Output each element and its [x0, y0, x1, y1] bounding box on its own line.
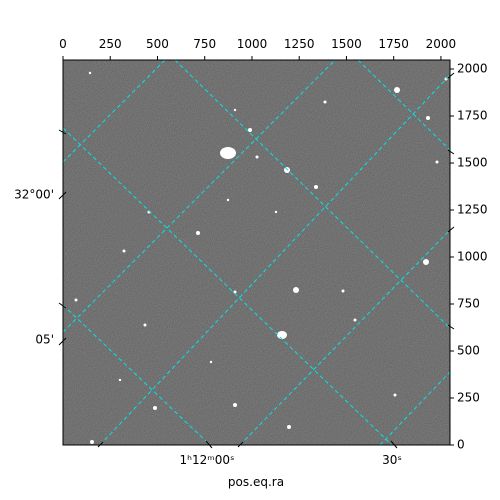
x-axis-label: pos.eq.ra	[228, 475, 284, 489]
x-tick-label: 0	[59, 37, 67, 51]
coordinate-grid	[63, 60, 450, 445]
x-tick-label: 500	[146, 37, 169, 51]
y-tick-label: 2000	[457, 62, 488, 76]
y-tick-label: 750	[457, 297, 480, 311]
wcs-ticks	[58, 72, 455, 449]
ra-label: 30ˢ	[382, 453, 402, 467]
ra-label: 1ʰ12ᵐ00ˢ	[180, 453, 235, 467]
x-tick-label: 750	[193, 37, 216, 51]
y-tick-label: 1250	[457, 203, 488, 217]
x-tick-label: 1250	[284, 37, 315, 51]
y-tick-label: 1500	[457, 156, 488, 170]
y-tick-label: 1750	[457, 109, 488, 123]
frame	[62, 59, 451, 446]
dec-label: 32°00'	[14, 188, 54, 202]
y-tick-label: 250	[457, 391, 480, 405]
x-tick-label: 1500	[331, 37, 362, 51]
x-tick-label: 1000	[237, 37, 268, 51]
y-tick-label: 500	[457, 344, 480, 358]
sky-image	[63, 60, 450, 445]
stars	[74, 71, 448, 444]
x-tick-label: 1750	[378, 37, 409, 51]
y-tick-label: 0	[457, 438, 465, 452]
dec-label: 05'	[35, 333, 54, 347]
x-tick-label: 250	[99, 37, 122, 51]
y-tick-label: 1000	[457, 250, 488, 264]
x-tick-label: 2000	[426, 37, 457, 51]
